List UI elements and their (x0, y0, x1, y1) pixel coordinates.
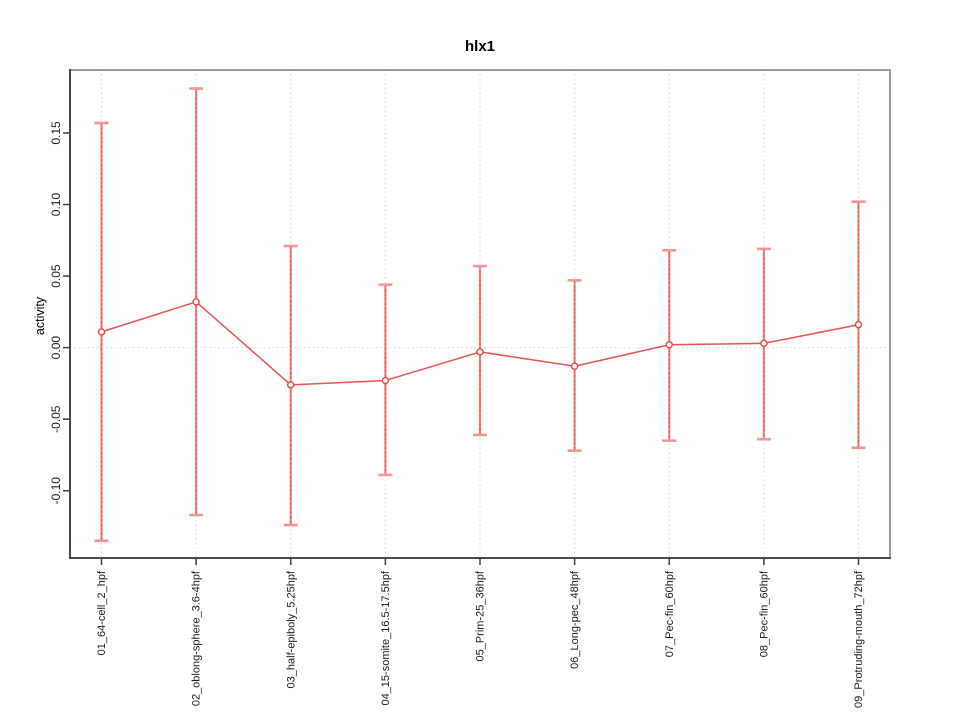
y-tick-label: 0.05 (49, 264, 63, 288)
y-tick-label: -0.10 (49, 477, 63, 505)
x-tick-label: 06_Long-pec_48hpf (569, 570, 581, 669)
y-tick-label: 0.15 (49, 121, 63, 145)
x-tick-label: 08_Pec-fin_60hpf (758, 570, 770, 657)
chart-title: hlx1 (464, 38, 495, 55)
x-tick-label: 04_15-somite_16.5-17.5hpf (380, 570, 392, 705)
data-point (381, 376, 390, 385)
data-point (97, 328, 106, 336)
data-point (476, 348, 484, 356)
x-tick-label: 01_64-cell_2_hpf (96, 570, 108, 655)
y-tick-label: 0.10 (49, 193, 63, 217)
y-tick-label: 0.00 (49, 336, 63, 360)
data-point (287, 381, 295, 389)
data-point (854, 321, 863, 329)
data-point (760, 339, 768, 348)
x-tick-label: 07_Pec-fin_60hpf (664, 570, 676, 657)
data-point (192, 298, 200, 306)
x-tick-label: 02_oblong-sphere_3.6-4hpf (191, 570, 203, 706)
data-point (570, 362, 579, 370)
x-tick-label: 09_Protruding-mouth_72hpf (853, 570, 865, 708)
data-point (665, 341, 673, 349)
y-tick-label: -0.05 (49, 405, 63, 433)
x-tick-label: 03_half-epiboly_5.25hpf (285, 570, 297, 688)
x-tick-label: 05_Prim-25_36hpf (475, 570, 487, 661)
